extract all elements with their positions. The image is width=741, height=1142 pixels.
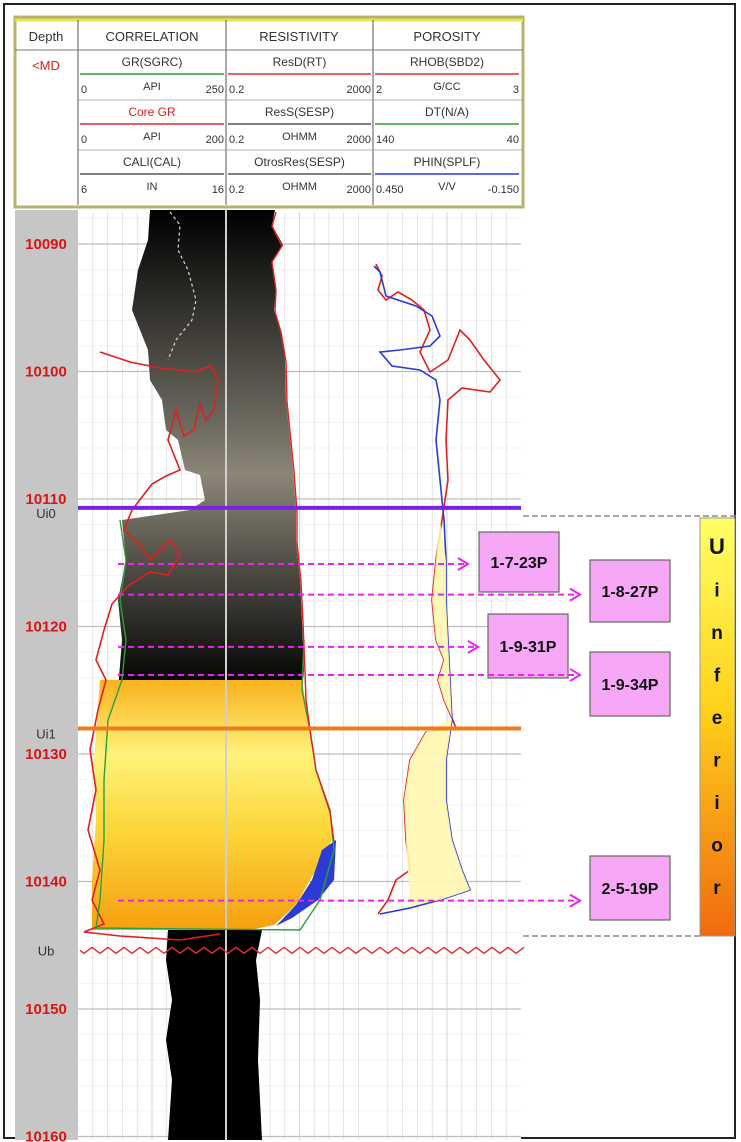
marker-label: Ui1 [36, 727, 56, 742]
curve-max: -0.150 [488, 184, 519, 196]
curve-header-rows: GR(SGRC) 0 API 250 Core GR 0 API 200 CALI(CAL) 6 I… [80, 55, 519, 196]
depth-label: 10160 [25, 1129, 67, 1142]
lithology-fill [92, 210, 336, 1140]
sample-box [589, 651, 671, 717]
curve-max: 40 [507, 134, 519, 146]
curve-min: 2 [376, 84, 382, 96]
depth-label: 10130 [25, 746, 67, 763]
curve-min: 0.2 [229, 84, 244, 96]
curve-name: RHOB(SBD2) [410, 55, 484, 69]
curve-max: 2000 [347, 134, 371, 146]
log-curves [83, 211, 502, 941]
curve-min: 0 [81, 134, 87, 146]
marker-label: Ub [38, 943, 55, 958]
correlation-track-title: CORRELATION [106, 29, 199, 44]
curve-name: GR(SGRC) [122, 55, 183, 69]
depth-unit: <MD [32, 58, 60, 73]
curve-max: 2000 [347, 184, 371, 196]
curve-unit: API [143, 81, 161, 93]
depth-column [15, 210, 78, 1140]
core-gr-curve [83, 351, 221, 941]
curve-name: DT(N/A) [425, 105, 469, 119]
zone-letter: n [711, 623, 723, 644]
sample-arrowhead [569, 587, 582, 602]
curve-max: 200 [206, 134, 224, 146]
curve-min: 0.2 [229, 134, 244, 146]
sample-label: 1-9-31P [500, 639, 557, 656]
marker-line-ub [79, 946, 525, 955]
sample-box [478, 531, 560, 593]
curve-unit: OHMM [282, 181, 317, 193]
zone-bar [699, 517, 736, 937]
depth-label: 10110 [26, 491, 67, 508]
depth-label: 10090 [25, 236, 67, 253]
sample-label: 1-7-23P [491, 555, 548, 572]
sample-arrowhead [569, 893, 582, 908]
depth-label: 10150 [25, 1001, 67, 1018]
depth-label: 10140 [25, 874, 67, 891]
log-header: Depth <MD CORRELATION RESISTIVITY POROSI… [13, 15, 525, 209]
formation-markers: Ui0 Ui1 Ub [36, 505, 525, 958]
depth-label: 10100 [25, 364, 67, 381]
curve-name: ResD(RT) [273, 55, 327, 69]
lower-dark-fill [166, 930, 262, 1140]
curve-unit: G/CC [433, 81, 461, 93]
resd-curve [271, 211, 335, 843]
zone-letter: r [713, 751, 721, 772]
depth-label: 10120 [25, 619, 67, 636]
sample-label: 1-8-27P [602, 584, 659, 601]
resistivity-track-title: RESISTIVITY [259, 29, 339, 44]
core-samples: 1-7-23P 1-8-27P 1-9-31P 1-9-34P 2-5-19P [118, 531, 671, 921]
upper-dark-fill [118, 210, 304, 690]
depth-column-title: Depth [29, 29, 64, 44]
curve-min: 0.450 [376, 184, 404, 196]
curve-max: 3 [513, 84, 519, 96]
zone-letter: U [709, 534, 725, 559]
porosity-crossover-fill [404, 520, 470, 906]
sample-box [589, 559, 671, 623]
sample-arrowhead [467, 640, 480, 654]
zone-letter: r [713, 878, 721, 899]
sample-label: 2-5-19P [602, 881, 659, 898]
sample-box [589, 855, 671, 921]
curve-name: ResS(SESP) [265, 105, 334, 119]
depth-scale: 10090 10100 10110 10120 10130 10140 10150 10160 [25, 236, 67, 1142]
zone-letter: e [712, 708, 723, 729]
curve-unit: IN [147, 181, 158, 193]
curve-max: 2000 [347, 84, 371, 96]
caliper-curve [167, 211, 197, 361]
curve-max: 16 [212, 184, 224, 196]
lower-yellow-fill [92, 680, 332, 930]
curve-min: 140 [376, 134, 394, 146]
curve-max: 250 [206, 84, 224, 96]
blue-separation-fill [276, 840, 336, 926]
sample-label: 1-9-34P [602, 677, 659, 694]
zone-letter: i [714, 793, 719, 814]
zone-letter: i [714, 581, 719, 602]
sample-box [487, 613, 569, 679]
zone-letter: f [714, 666, 721, 687]
sample-arrowhead [457, 557, 470, 571]
porosity-track-title: POROSITY [413, 29, 481, 44]
curve-unit: API [143, 131, 161, 143]
curve-min: 0 [81, 84, 87, 96]
curve-unit: OHMM [282, 131, 317, 143]
curve-min: 0.2 [229, 184, 244, 196]
curve-name: Core GR [128, 105, 176, 119]
curve-min: 6 [81, 184, 87, 196]
curve-name: OtrosRes(SESP) [254, 155, 345, 169]
sample-arrowhead [569, 668, 582, 682]
marker-label: Ui0 [36, 506, 56, 521]
curve-name: PHIN(SPLF) [414, 155, 481, 169]
curve-name: CALI(CAL) [123, 155, 181, 169]
zone-letter: o [711, 836, 723, 857]
curve-unit: V/V [438, 181, 456, 193]
